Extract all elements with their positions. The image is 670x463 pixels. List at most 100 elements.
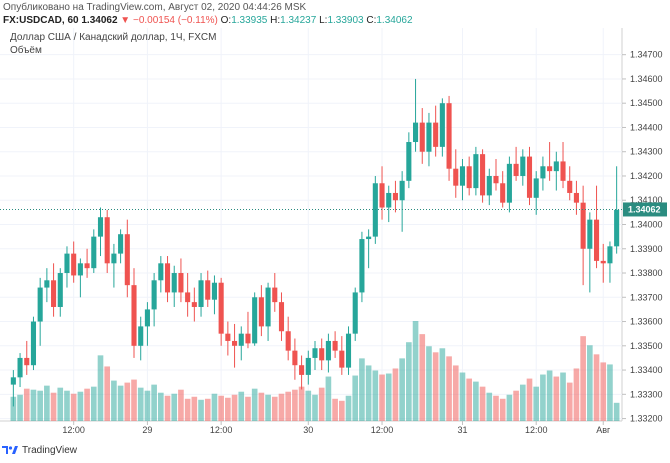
candle-body (91, 236, 97, 269)
volume-bar (211, 393, 218, 421)
volume-bar (231, 394, 238, 421)
symbol-info-line: FX:USDCAD, 60 1.34062 ▼ −0.00154 (−0.11%… (3, 15, 413, 26)
candle-body (332, 340, 338, 351)
candle-body (71, 253, 77, 276)
volume-bar (111, 380, 117, 421)
volume-bar (191, 396, 198, 421)
candle-body (433, 122, 439, 147)
candle-body (64, 253, 70, 274)
close-label: C: (366, 15, 377, 26)
candle-body (37, 287, 43, 322)
volume-bar (97, 355, 104, 421)
candle-body (158, 263, 164, 281)
volume-bar (184, 398, 191, 421)
candle-body (292, 350, 298, 366)
candle-body (480, 154, 486, 196)
x-tick-label: 12:00 (62, 425, 85, 435)
candle-body (252, 297, 258, 344)
volume-bar (499, 398, 506, 421)
volume-bar (432, 352, 439, 421)
candle-body (144, 309, 150, 327)
candle-body (614, 209, 620, 247)
x-tick-label: 12:00 (371, 425, 394, 435)
candle-body (258, 297, 264, 327)
volume-bar (90, 386, 97, 421)
price-chart[interactable]: 1.34700 1.34600 1.34500 1.34400 1.34300 1.342… (0, 28, 670, 438)
candle-body (379, 183, 385, 208)
volume-bar (372, 370, 379, 421)
candle-body (131, 285, 137, 346)
last-price: 1.34062 (81, 15, 118, 26)
candle-body (265, 287, 271, 327)
volume-bar (218, 395, 224, 421)
candle-body (520, 156, 526, 176)
volume-bar (553, 376, 560, 421)
candle-body (17, 357, 23, 378)
last-price-marker: 1.34062 (0, 202, 667, 217)
y-tick-label: 1.34400 (630, 122, 663, 132)
x-tick-label: 29 (142, 425, 152, 435)
candle-body (493, 175, 499, 184)
candle-body (406, 142, 412, 181)
volume-bar (412, 321, 419, 421)
candle-body (607, 246, 613, 264)
volume-bar (345, 395, 352, 421)
candle-body (540, 166, 546, 179)
y-tick-label: 1.34100 (630, 195, 663, 205)
volume-bar (312, 394, 318, 421)
candle-body (439, 103, 445, 147)
candle-body (30, 321, 37, 366)
volume-bar (560, 372, 566, 421)
candle-body (151, 280, 157, 310)
volume-bar (613, 402, 620, 421)
last-price-label: 1.34062 (628, 204, 661, 214)
candle-body (593, 219, 600, 261)
volume-bar (225, 397, 231, 421)
candle-body (419, 122, 425, 152)
volume-bar (600, 362, 607, 421)
volume-bar (519, 384, 526, 421)
candle-body (185, 292, 191, 303)
volume-bar (493, 395, 499, 421)
candle-body (218, 282, 224, 334)
y-tick-label: 1.33300 (630, 389, 663, 399)
candle-body (84, 263, 90, 269)
candle-body (587, 219, 593, 249)
volume-bar (593, 354, 600, 421)
y-tick-label: 1.33500 (630, 341, 663, 351)
candle-body (413, 122, 419, 143)
volume-bar (325, 376, 332, 421)
candle-body (232, 340, 238, 346)
volume-bar (131, 379, 137, 421)
price-change: −0.00154 (−0.11%) (132, 15, 218, 26)
candle-body (533, 178, 539, 198)
candle-body (506, 163, 512, 203)
x-tick-label: 30 (303, 425, 313, 435)
candle-body (339, 350, 345, 368)
volume-bar (399, 358, 405, 421)
y-tick-label: 1.33200 (630, 414, 663, 424)
candle-body (51, 280, 57, 307)
chart-grid (0, 28, 623, 422)
candle-body (359, 239, 365, 293)
candle-body (104, 217, 110, 264)
volume-bar (359, 358, 365, 421)
candle-body (305, 357, 311, 375)
volume-bar (540, 374, 546, 421)
volume-bar (84, 388, 90, 421)
volume-bar (607, 364, 613, 421)
candle-body (44, 280, 50, 288)
volume-bar (292, 389, 298, 421)
candle-body (10, 377, 16, 385)
candle-body (118, 234, 124, 254)
volume-bar (77, 391, 84, 421)
volume-legend: Объём (10, 45, 42, 56)
volume-bar (44, 385, 50, 421)
volume-bar (506, 394, 513, 421)
footer-brand[interactable]: TradingView (2, 444, 77, 456)
candle-body (547, 166, 553, 172)
volume-bar (580, 336, 586, 421)
candle-body (211, 282, 217, 300)
x-tick-label: 12:00 (210, 425, 233, 435)
x-tick-label: 12:00 (525, 425, 548, 435)
